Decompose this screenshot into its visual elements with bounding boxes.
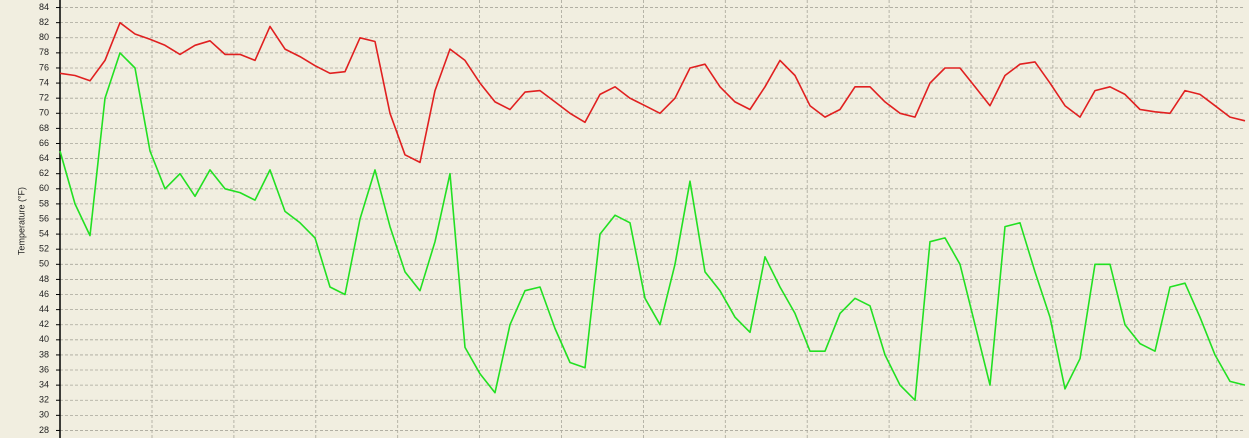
y-tick-label: 46 — [39, 289, 49, 299]
y-tick-label: 32 — [39, 395, 49, 405]
y-tick-label: 70 — [39, 108, 49, 118]
y-tick-label: 64 — [39, 153, 49, 163]
y-tick-label: 38 — [39, 349, 49, 359]
y-tick-label: 34 — [39, 380, 49, 390]
y-tick-label: 66 — [39, 138, 49, 148]
y-tick-label: 84 — [39, 2, 49, 12]
y-tick-label: 52 — [39, 244, 49, 254]
y-tick-label: 30 — [39, 410, 49, 420]
y-tick-label: 56 — [39, 213, 49, 223]
y-tick-label: 60 — [39, 183, 49, 193]
y-tick-label: 44 — [39, 304, 49, 314]
y-tick-label: 62 — [39, 168, 49, 178]
y-tick-label: 28 — [39, 425, 49, 435]
y-tick-label: 68 — [39, 123, 49, 133]
y-tick-label: 58 — [39, 198, 49, 208]
y-tick-label: 74 — [39, 77, 49, 87]
y-tick-label: 48 — [39, 274, 49, 284]
y-tick-label: 36 — [39, 364, 49, 374]
y-tick-label: 82 — [39, 17, 49, 27]
y-tick-label: 76 — [39, 62, 49, 72]
line-series — [59, 52, 1246, 401]
y-tick-label: 40 — [39, 334, 49, 344]
y-tick-label: 72 — [39, 93, 49, 103]
y-tick-label: 42 — [39, 319, 49, 329]
y-tick-label: 54 — [39, 228, 49, 238]
y-tick-label: 78 — [39, 47, 49, 57]
y-tick-label: 50 — [39, 259, 49, 269]
y-axis-label: Temperature (°F) — [16, 187, 26, 255]
y-tick-label: 80 — [39, 32, 49, 42]
line-series — [59, 21, 1246, 164]
